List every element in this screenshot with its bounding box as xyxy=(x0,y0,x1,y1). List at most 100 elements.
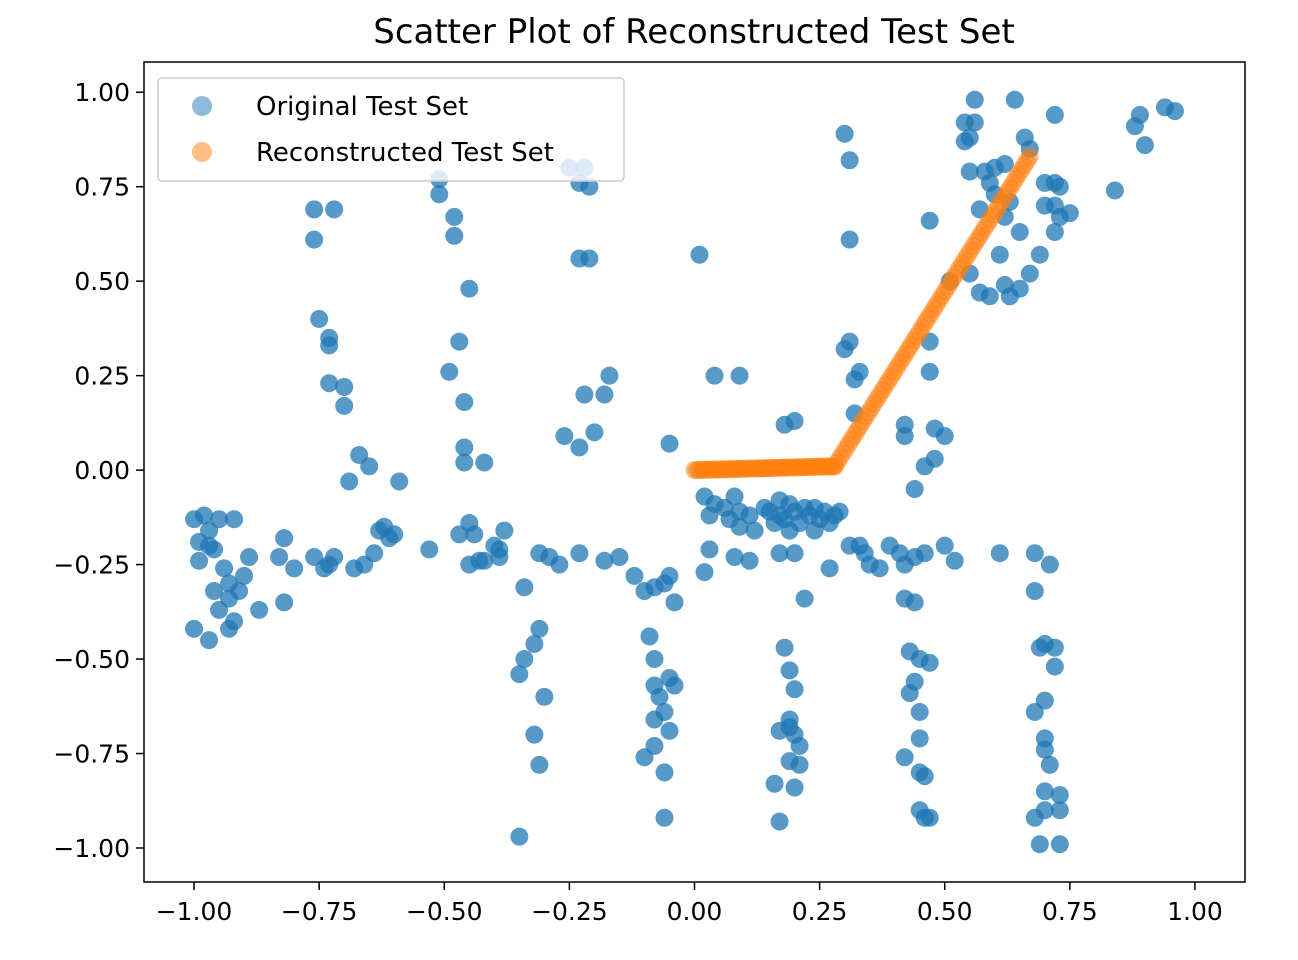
original-point xyxy=(215,559,234,578)
original-point xyxy=(905,593,924,612)
original-point xyxy=(325,548,344,567)
original-point xyxy=(525,725,544,744)
original-point xyxy=(390,472,409,491)
original-point xyxy=(895,427,914,446)
original-point xyxy=(845,370,864,389)
original-point xyxy=(1035,196,1054,215)
original-point xyxy=(645,650,664,669)
original-point xyxy=(1010,279,1029,298)
y-tick-label: 1.00 xyxy=(74,78,130,107)
reconstructed-point xyxy=(1020,147,1039,166)
original-point xyxy=(705,366,724,385)
original-point xyxy=(915,767,934,786)
original-point xyxy=(960,162,979,181)
original-point xyxy=(420,540,439,559)
original-point xyxy=(335,377,354,396)
original-point xyxy=(665,676,684,695)
legend: Original Test Set Reconstructed Test Set xyxy=(157,77,625,182)
original-point xyxy=(1030,835,1049,854)
original-point xyxy=(575,385,594,404)
original-point xyxy=(455,393,474,412)
chart-title: Scatter Plot of Reconstructed Test Set xyxy=(373,12,1015,52)
original-point xyxy=(445,207,464,226)
original-point xyxy=(1050,177,1069,196)
original-point xyxy=(310,309,329,328)
legend-label-reconstructed: Reconstructed Test Set xyxy=(256,138,554,168)
original-point xyxy=(515,578,534,597)
original-point xyxy=(920,808,939,827)
original-point xyxy=(900,684,919,703)
original-point xyxy=(965,113,984,132)
original-point xyxy=(640,627,659,646)
original-point xyxy=(275,529,294,548)
original-point xyxy=(1035,801,1054,820)
x-tick-label: −0.75 xyxy=(281,897,358,926)
original-point xyxy=(785,411,804,430)
original-point xyxy=(920,653,939,672)
original-point xyxy=(340,472,359,491)
original-point xyxy=(305,200,324,219)
original-point xyxy=(510,665,529,684)
original-point xyxy=(775,638,794,657)
original-point xyxy=(700,540,719,559)
original-point xyxy=(580,249,599,268)
original-point xyxy=(475,551,494,570)
original-point xyxy=(1050,786,1069,805)
original-point xyxy=(780,661,799,680)
original-point xyxy=(190,551,209,570)
original-point xyxy=(270,548,289,567)
original-point xyxy=(1045,223,1064,242)
original-point xyxy=(285,559,304,578)
original-point xyxy=(200,631,219,650)
original-point xyxy=(895,748,914,767)
y-tick-label: −0.25 xyxy=(53,551,130,580)
original-point xyxy=(1025,582,1044,601)
original-point xyxy=(205,582,224,601)
original-point xyxy=(915,544,934,563)
original-point xyxy=(665,593,684,612)
original-point xyxy=(250,600,269,619)
original-point xyxy=(805,521,824,540)
original-point xyxy=(595,551,614,570)
original-point xyxy=(830,502,849,521)
x-axis: −1.00 −0.75 −0.50 −0.25 0.00 0.25 0.50 0.75 1.00 xyxy=(156,882,1223,926)
original-point xyxy=(1025,544,1044,563)
points-layer xyxy=(185,90,1184,854)
original-point xyxy=(795,589,814,608)
original-point xyxy=(655,702,674,721)
y-tick-label: 0.00 xyxy=(74,456,130,485)
original-point xyxy=(1050,835,1069,854)
original-point xyxy=(200,536,219,555)
x-tick-label: 0.25 xyxy=(792,897,848,926)
original-point xyxy=(320,336,339,355)
y-tick-label: −0.50 xyxy=(53,645,130,674)
original-point xyxy=(770,812,789,831)
original-point xyxy=(375,517,394,536)
original-point xyxy=(1060,204,1079,223)
original-point xyxy=(725,487,744,506)
original-point xyxy=(600,366,619,385)
original-point xyxy=(785,680,804,699)
original-point xyxy=(910,729,929,748)
original-point xyxy=(430,185,449,204)
original-point xyxy=(570,438,589,457)
original-point xyxy=(195,506,214,525)
original-point xyxy=(910,702,929,721)
y-tick-label: 0.75 xyxy=(74,173,130,202)
x-tick-label: −0.50 xyxy=(406,897,483,926)
original-point xyxy=(980,287,999,306)
original-point xyxy=(1030,245,1049,264)
original-point xyxy=(935,536,954,555)
original-point xyxy=(1045,657,1064,676)
original-point xyxy=(1010,223,1029,242)
legend-label-original: Original Test Set xyxy=(256,92,468,122)
original-point xyxy=(730,366,749,385)
original-point xyxy=(660,566,679,585)
original-point xyxy=(240,548,259,567)
original-point xyxy=(780,521,799,540)
original-point xyxy=(535,687,554,706)
original-point xyxy=(515,650,534,669)
original-point xyxy=(870,559,889,578)
legend-marker-reconstructed xyxy=(192,142,212,162)
original-point xyxy=(455,438,474,457)
